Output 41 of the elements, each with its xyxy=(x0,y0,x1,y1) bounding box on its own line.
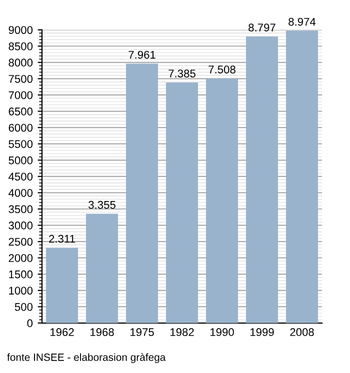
x-tick-label: 1962 xyxy=(50,328,74,336)
y-tick-label: 4000 xyxy=(8,188,33,197)
data-label: 7.961 xyxy=(128,50,156,59)
y-tick-label: 6500 xyxy=(8,108,33,116)
data-label: 8.974 xyxy=(288,18,316,26)
x-tick-label: 1990 xyxy=(210,328,234,336)
x-tick-label: 1968 xyxy=(90,328,114,336)
y-tick-label: 2500 xyxy=(8,238,33,246)
bar xyxy=(286,30,318,324)
y-tick-label: 8000 xyxy=(8,58,33,67)
data-label: 7.508 xyxy=(208,66,236,74)
y-tick-label: 3000 xyxy=(8,222,33,230)
x-tick-label: 1999 xyxy=(250,328,274,336)
x-tick-label: 1975 xyxy=(130,328,154,336)
data-label: 2.311 xyxy=(49,234,75,243)
y-tick-label: 4500 xyxy=(8,172,33,181)
data-label: 7.385 xyxy=(168,70,196,78)
y-tick-label: 5000 xyxy=(8,156,33,164)
y-tick-label: 7500 xyxy=(8,74,33,83)
y-tick-label: 9000 xyxy=(8,26,33,34)
data-label: 8.797 xyxy=(248,24,276,32)
y-tick-label: 0 xyxy=(27,319,33,328)
y-tick-label: 1500 xyxy=(9,270,33,278)
y-tick-label: 6000 xyxy=(8,124,33,132)
y-tick-label: 8500 xyxy=(8,42,33,50)
x-tick-label: 1982 xyxy=(170,328,194,336)
bar xyxy=(126,64,158,324)
bar xyxy=(206,78,238,324)
source-note: fonte INSEE - elaborasion gràfega xyxy=(7,353,166,363)
y-tick-label: 1000 xyxy=(9,286,33,295)
y-tick-label: 2000 xyxy=(8,254,33,262)
data-label: 3.355 xyxy=(88,200,116,209)
y-tick-label: 500 xyxy=(14,303,33,311)
bar xyxy=(166,82,198,324)
y-tick-label: 7000 xyxy=(8,91,33,100)
bar xyxy=(86,214,118,324)
y-tick-label: 5500 xyxy=(8,140,33,148)
y-tick-label: 3500 xyxy=(8,205,33,214)
x-tick-label: 2008 xyxy=(290,328,314,336)
bar xyxy=(246,36,278,324)
bar xyxy=(46,248,78,324)
